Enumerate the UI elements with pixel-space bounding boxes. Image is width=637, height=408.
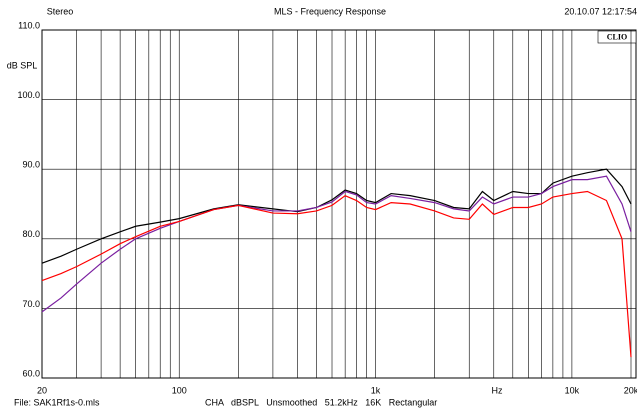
plot-frame [41, 29, 637, 379]
x-tick-label: 20k [624, 385, 637, 395]
series-line [41, 168, 632, 264]
header-left: Stereo [47, 6, 74, 16]
x-axis-label: Hz [492, 385, 503, 395]
logo: CLIO [607, 32, 627, 41]
y-tick-label: 60.0 [22, 368, 40, 378]
y-tick-label: 70.0 [22, 299, 40, 309]
logo-box [597, 30, 637, 44]
x-tick-label: 20 [37, 385, 47, 395]
x-tick-label: 10k [565, 385, 580, 395]
y-tick-label: 90.0 [22, 160, 40, 170]
series-line [41, 175, 632, 313]
header-right: 20.10.07 12:17:54 [564, 6, 637, 16]
y-tick-label: 80.0 [22, 229, 40, 239]
chart-title: MLS - Frequency Response [274, 6, 386, 16]
y-axis-label: dB SPL [7, 60, 38, 70]
x-tick-label: 100 [172, 385, 187, 395]
footer-settings: CHA dBSPL Unsmoothed 51.2kHz 16K Rectang… [205, 397, 437, 407]
y-tick-label: 110.0 [18, 20, 40, 30]
y-tick-label: 100.0 [17, 90, 40, 100]
x-tick-label: 1k [371, 385, 381, 395]
series-line [41, 190, 632, 358]
footer-file: File: SAK1Rf1s-0.mls [14, 397, 100, 407]
